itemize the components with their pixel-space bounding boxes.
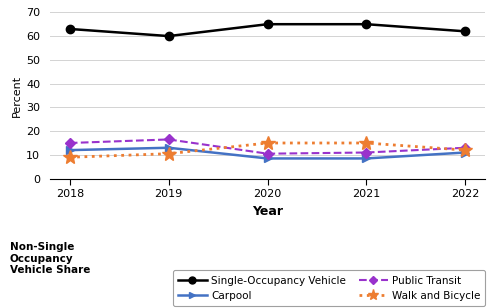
X-axis label: Year: Year bbox=[252, 205, 283, 218]
Y-axis label: Percent: Percent bbox=[12, 75, 22, 116]
Legend: Single-Occupancy Vehicle, Carpool, Public Transit, Walk and Bicycle: Single-Occupancy Vehicle, Carpool, Publi… bbox=[172, 270, 486, 306]
Text: Non-Single
Occupancy
Vehicle Share: Non-Single Occupancy Vehicle Share bbox=[10, 242, 90, 275]
